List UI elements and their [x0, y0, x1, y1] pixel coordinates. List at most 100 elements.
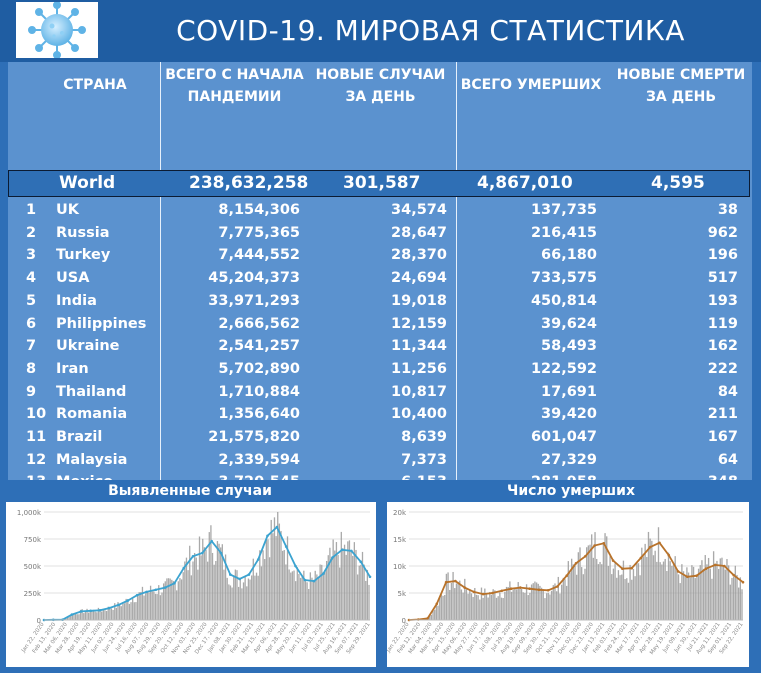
- daily-bar: [252, 558, 254, 620]
- row-new-cases: 28,647: [391, 224, 447, 241]
- average-point: [648, 545, 652, 549]
- world-new-deaths: 4,595: [651, 173, 705, 193]
- world-total-row: World 238,632,258 301,587 4,867,010 4,59…: [8, 170, 750, 197]
- daily-bar: [552, 585, 554, 620]
- row-total: 7,444,552: [218, 247, 300, 264]
- daily-bar: [599, 561, 601, 620]
- daily-bar: [637, 563, 640, 620]
- daily-bar: [311, 577, 313, 620]
- daily-bar: [327, 555, 329, 620]
- world-total-cases: 238,632,258: [189, 173, 309, 193]
- daily-bar: [280, 530, 282, 620]
- daily-bar: [564, 579, 566, 620]
- row-new-cases: 19,018: [391, 292, 447, 309]
- column-header-new-deaths-line2: ЗА ДЕНЬ: [645, 89, 717, 105]
- daily-bar: [115, 607, 118, 620]
- average-point: [593, 544, 596, 547]
- daily-bar: [545, 593, 548, 620]
- daily-bar: [301, 576, 303, 620]
- daily-bar: [299, 577, 302, 620]
- daily-bar: [273, 517, 276, 620]
- daily-bar: [514, 588, 516, 620]
- daily-bar: [296, 567, 298, 620]
- daily-bar: [535, 582, 538, 620]
- row-deaths: 66,180: [541, 247, 597, 264]
- daily-bar: [171, 579, 173, 620]
- daily-bar: [237, 586, 240, 620]
- daily-bar: [539, 585, 541, 620]
- daily-bar: [731, 577, 733, 620]
- daily-bar: [495, 597, 498, 620]
- daily-bar: [218, 543, 220, 620]
- daily-bar: [565, 585, 568, 620]
- row-new-cases: 7,373: [401, 451, 447, 468]
- daily-bar: [429, 615, 431, 620]
- row-deaths: 27,329: [541, 451, 597, 468]
- row-country: Romania: [56, 406, 128, 423]
- daily-bar: [435, 604, 438, 620]
- average-point: [294, 564, 297, 568]
- daily-bar: [487, 597, 489, 620]
- daily-bar: [324, 569, 326, 620]
- daily-bar: [176, 590, 178, 620]
- table-row: 1 UK 8,154,306 34,574 137,735 38: [0, 199, 761, 222]
- daily-bar: [105, 610, 108, 620]
- daily-bar: [107, 606, 109, 620]
- row-rank: 2: [26, 224, 37, 241]
- daily-bar: [110, 608, 113, 620]
- daily-bar: [153, 591, 155, 620]
- daily-bar: [189, 545, 191, 620]
- row-rank: 7: [26, 338, 37, 355]
- daily-bar: [622, 560, 625, 620]
- daily-bar: [452, 571, 454, 620]
- table-row: 3 Turkey 7,444,552 28,370 66,180 196: [0, 244, 761, 267]
- daily-bar: [179, 578, 181, 620]
- daily-bar: [686, 567, 688, 620]
- average-point: [639, 556, 643, 560]
- daily-bar: [208, 532, 210, 620]
- average-point: [667, 553, 671, 557]
- daily-bar: [340, 531, 342, 620]
- row-country: Philippines: [56, 315, 147, 332]
- daily-bar: [91, 610, 93, 620]
- daily-bar: [268, 557, 271, 620]
- daily-bar: [109, 609, 111, 620]
- row-rank: 9: [26, 383, 37, 400]
- daily-bar: [104, 610, 106, 620]
- daily-bar: [591, 534, 593, 620]
- daily-bar: [136, 596, 139, 620]
- daily-bar: [674, 556, 676, 620]
- row-deaths: 601,047: [530, 429, 597, 445]
- average-point: [732, 573, 735, 577]
- row-total: 45,204,373: [208, 270, 300, 287]
- daily-bar: [572, 564, 574, 620]
- y-tick-label: 0: [37, 617, 41, 625]
- average-point: [359, 560, 363, 563]
- row-deaths: 733,575: [530, 270, 597, 287]
- daily-bar: [71, 615, 74, 620]
- daily-bar: [652, 555, 655, 620]
- daily-bar: [712, 551, 715, 620]
- row-total: 1,710,884: [218, 383, 300, 400]
- daily-bar: [314, 570, 316, 620]
- daily-bar: [607, 565, 610, 620]
- daily-bar: [267, 539, 269, 620]
- row-country: Thailand: [56, 383, 127, 400]
- daily-bar: [347, 541, 349, 620]
- average-point: [676, 570, 680, 573]
- daily-bar: [312, 581, 315, 620]
- daily-bar: [102, 609, 104, 620]
- daily-bar: [469, 589, 471, 620]
- daily-bar: [223, 569, 225, 620]
- daily-bar: [81, 609, 83, 620]
- y-tick-label: 5k: [397, 590, 406, 598]
- daily-bar: [127, 599, 129, 620]
- daily-bar: [259, 550, 261, 620]
- daily-bar: [444, 594, 446, 620]
- daily-bar: [609, 556, 611, 620]
- row-total: 2,339,594: [218, 451, 300, 468]
- daily-bar: [224, 554, 227, 620]
- daily-bar: [657, 527, 660, 620]
- daily-bar: [360, 564, 362, 620]
